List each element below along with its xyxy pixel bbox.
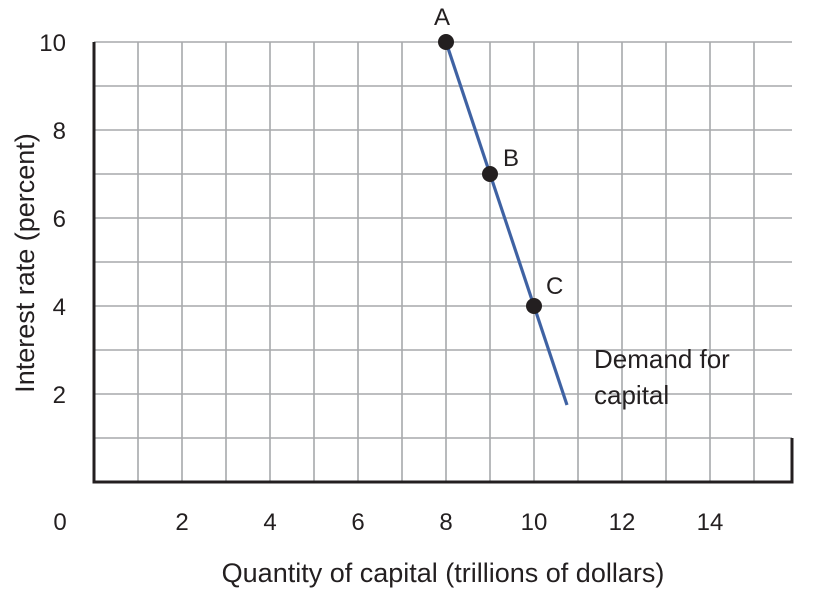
axes <box>92 42 794 484</box>
series-label-line-2: capital <box>594 380 669 410</box>
x-tick-labels: 0 2 4 6 8 10 12 14 <box>53 509 723 536</box>
point-b-label: B <box>503 145 519 172</box>
x-tick-label: 8 <box>439 509 452 536</box>
x-tick-label: 6 <box>351 509 364 536</box>
demand-curve <box>444 41 569 406</box>
x-tick-label: 14 <box>697 509 724 536</box>
x-tick-label: 10 <box>521 509 548 536</box>
point-a-marker <box>438 34 454 50</box>
x-tick-label: 0 <box>53 509 66 536</box>
x-tick-label: 4 <box>263 509 276 536</box>
x-tick-label: 12 <box>609 509 636 536</box>
y-tick-label: 8 <box>53 118 66 145</box>
y-tick-label: 6 <box>53 206 66 233</box>
point-a-label: A <box>434 4 450 31</box>
y-tick-label: 2 <box>53 382 66 409</box>
y-tick-labels: 2 4 6 8 10 <box>39 30 66 409</box>
series <box>444 41 569 406</box>
y-tick-label: 4 <box>53 294 66 321</box>
series-label-line-1: Demand for <box>594 344 730 374</box>
point-b-marker <box>482 166 498 182</box>
x-tick-label: 2 <box>175 509 188 536</box>
x-axis-title: Quantity of capital (trillions of dollar… <box>222 558 665 588</box>
point-c-marker <box>526 298 542 314</box>
y-tick-label: 10 <box>39 30 66 57</box>
points: A B C <box>434 4 563 314</box>
point-c-label: C <box>546 273 563 300</box>
y-axis-title: Interest rate (percent) <box>10 133 40 393</box>
grid <box>94 41 792 482</box>
